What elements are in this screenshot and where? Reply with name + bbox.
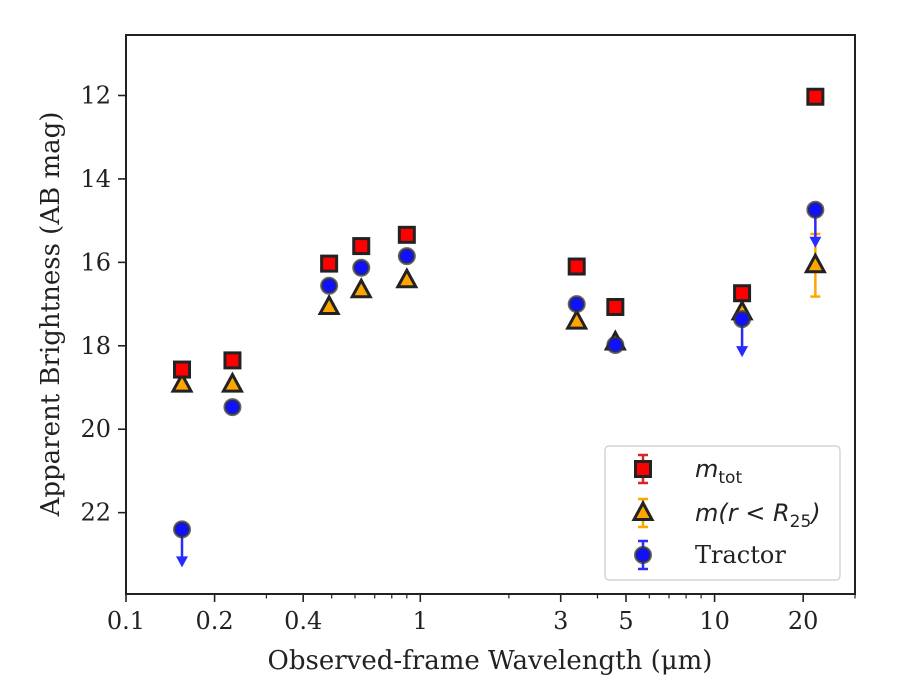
data-marks: [170, 87, 827, 568]
square-point: [320, 254, 339, 273]
upper-limit-arrowhead: [736, 346, 749, 358]
x-tick-label: 10: [699, 607, 730, 635]
series-circle: [173, 200, 825, 568]
y-tick-label: 16: [80, 248, 111, 276]
legend-label: mtot: [695, 455, 742, 488]
square-point: [352, 237, 371, 256]
x-tick-label: 0.1: [107, 607, 145, 635]
circle-point: [806, 200, 825, 219]
triangle-point: [170, 371, 194, 393]
circle-point: [567, 295, 586, 314]
square-point: [397, 225, 416, 244]
legend-marker-square: [634, 460, 652, 478]
upper-limit-arrowhead: [176, 556, 189, 568]
x-tick-label: 0.4: [284, 607, 322, 635]
triangle-point: [565, 308, 589, 330]
legend-marker-triangle: [631, 499, 655, 521]
x-axis-label: Observed-frame Wavelength (μm): [268, 646, 713, 676]
square-point: [567, 257, 586, 276]
circle-point: [320, 276, 339, 295]
circle-point: [397, 247, 416, 266]
square-point: [606, 297, 625, 316]
y-tick-label: 22: [80, 499, 111, 527]
triangle-point: [220, 371, 244, 393]
y-axis-label: Apparent Brightness (AB mag): [36, 112, 66, 518]
y-tick-label: 18: [80, 332, 111, 360]
legend-label: m(r < R25): [695, 499, 821, 532]
triangle-point: [317, 293, 341, 315]
legend-frame: [604, 445, 841, 581]
legend-marker-circle: [634, 546, 652, 564]
circle-point: [223, 398, 242, 417]
axis-ticks: 0.1 0.2 0.4 1 3 5 10 20 12 14 16 18 20 22: [80, 81, 856, 635]
legend: mtot m(r < R25) Tractor: [604, 445, 841, 581]
x-tick-label: 3: [553, 607, 568, 635]
circle-point: [352, 258, 371, 277]
square-point: [223, 351, 242, 370]
upper-limit-arrowhead: [809, 236, 822, 248]
series-square: [173, 87, 825, 379]
square-point: [806, 87, 825, 106]
x-tick-label: 20: [788, 607, 819, 635]
y-tick-label: 12: [80, 81, 111, 109]
triangle-point: [803, 252, 827, 274]
x-tick-label: 0.2: [196, 607, 234, 635]
square-point: [173, 360, 192, 379]
circle-point: [173, 520, 192, 539]
circle-point: [733, 310, 752, 329]
x-tick-label: 5: [618, 607, 633, 635]
y-tick-label: 14: [80, 165, 111, 193]
legend-label: Tractor: [695, 541, 786, 569]
triangle-point: [395, 267, 419, 289]
x-tick-label: 1: [413, 607, 428, 635]
circle-point: [606, 335, 625, 354]
square-point: [733, 284, 752, 303]
triangle-point: [349, 277, 373, 299]
y-tick-label: 20: [80, 415, 111, 443]
plot-frame: [125, 34, 856, 595]
